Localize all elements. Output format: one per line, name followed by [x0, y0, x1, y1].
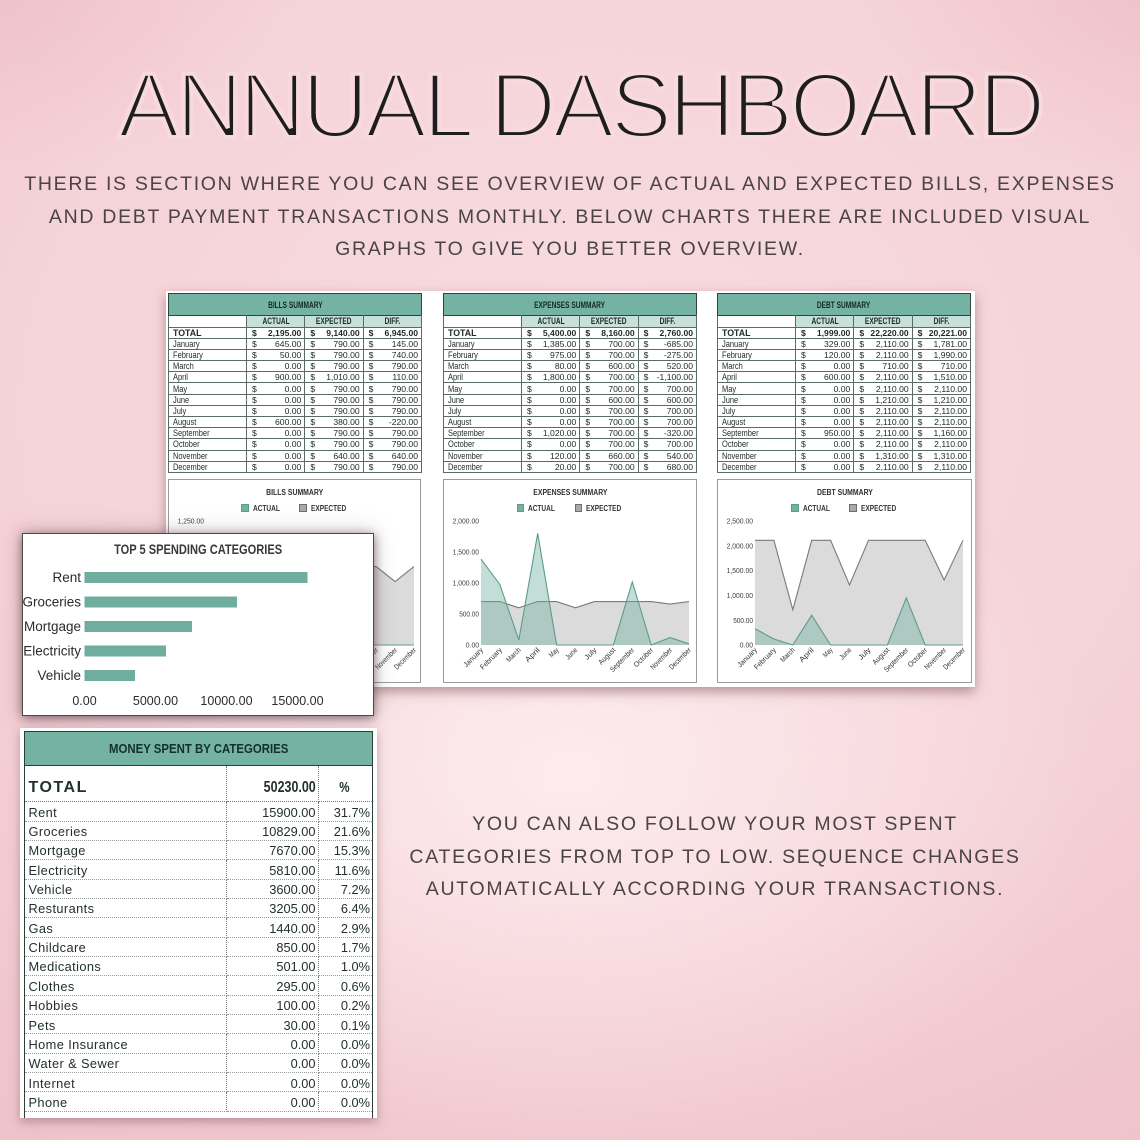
- svg-text:June: June: [837, 646, 853, 662]
- svg-text:2,000.00: 2,000.00: [727, 541, 753, 550]
- svg-text:April: April: [523, 645, 542, 664]
- svg-text:15000.00: 15000.00: [271, 694, 323, 708]
- svg-text:2,000.00: 2,000.00: [453, 517, 479, 526]
- svg-text:Groceries: Groceries: [23, 595, 81, 610]
- svg-text:500.00: 500.00: [733, 616, 753, 625]
- svg-text:April: April: [797, 645, 816, 664]
- svg-text:10000.00: 10000.00: [200, 694, 252, 708]
- svg-text:5000.00: 5000.00: [133, 694, 178, 708]
- svg-text:Mortgage: Mortgage: [24, 619, 81, 634]
- svg-text:1,500.00: 1,500.00: [453, 548, 479, 557]
- svg-text:Electricity: Electricity: [23, 644, 81, 659]
- svg-text:1,500.00: 1,500.00: [727, 566, 753, 575]
- svg-text:March: March: [504, 646, 523, 665]
- svg-text:May: May: [821, 645, 835, 659]
- svg-text:Rent: Rent: [52, 570, 81, 585]
- svg-text:May: May: [547, 645, 561, 659]
- svg-text:0.00: 0.00: [740, 641, 753, 650]
- svg-text:March: March: [778, 646, 797, 665]
- svg-text:0.00: 0.00: [72, 694, 96, 708]
- svg-text:1,000.00: 1,000.00: [727, 591, 753, 600]
- svg-text:2,500.00: 2,500.00: [727, 517, 753, 526]
- svg-text:0.00: 0.00: [466, 641, 479, 650]
- svg-text:1,250.00: 1,250.00: [178, 517, 204, 526]
- svg-text:June: June: [563, 646, 579, 662]
- svg-text:Vehicle: Vehicle: [37, 668, 81, 683]
- svg-text:500.00: 500.00: [459, 610, 479, 619]
- svg-text:1,000.00: 1,000.00: [453, 579, 479, 588]
